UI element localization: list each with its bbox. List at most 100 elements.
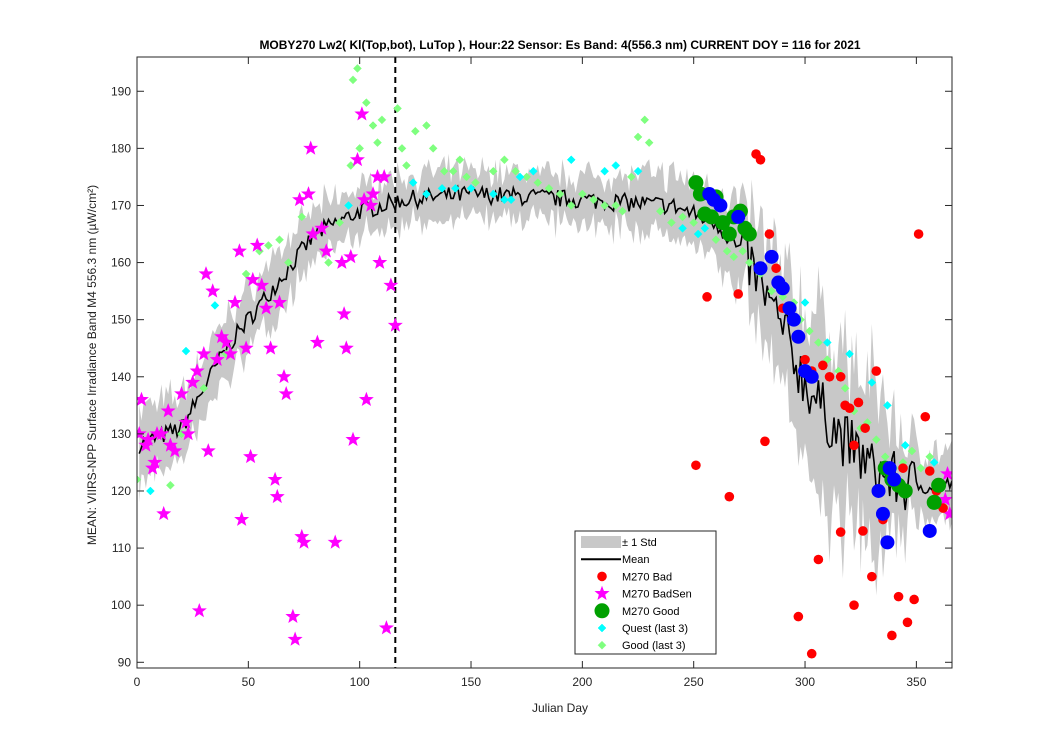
bad-point xyxy=(824,371,835,382)
good-last3-point xyxy=(377,115,387,125)
bad-point xyxy=(691,460,701,471)
y-tick-label: 170 xyxy=(111,198,131,212)
good-last3-point xyxy=(241,269,251,279)
good-last3-point xyxy=(348,75,358,85)
good-last3-point xyxy=(166,480,175,490)
good-last3-point xyxy=(555,189,565,199)
bad-point xyxy=(755,154,766,165)
badsen-point xyxy=(137,391,149,406)
badsen-point xyxy=(231,243,247,258)
good-last3-point xyxy=(488,166,498,176)
bad-point xyxy=(853,397,864,408)
badsen-point xyxy=(223,346,239,361)
badsen-point xyxy=(153,426,170,441)
good-blue-point xyxy=(786,312,801,327)
good-blue-point xyxy=(775,281,790,296)
legend-good-swatch xyxy=(594,603,610,619)
x-tick-label: 150 xyxy=(461,675,481,689)
y-tick-label: 190 xyxy=(111,84,131,98)
badsen-point xyxy=(358,391,374,406)
quest-point xyxy=(700,223,710,233)
good-last3-point xyxy=(722,246,732,256)
bad-point xyxy=(893,591,904,602)
badsen-point xyxy=(343,249,359,264)
badsen-point xyxy=(196,346,212,361)
badsen-point xyxy=(185,374,201,389)
quest-point xyxy=(822,338,832,347)
x-tick-label: 100 xyxy=(350,675,370,689)
bad-point xyxy=(813,554,824,565)
good-last3-point xyxy=(428,144,438,153)
good-last3-point xyxy=(368,121,378,130)
good-last3-point xyxy=(871,435,881,444)
good-last3-point xyxy=(600,201,609,210)
x-tick-label: 50 xyxy=(242,675,256,689)
legend-label: M270 BadSen xyxy=(622,589,692,601)
badsen-point xyxy=(937,491,952,506)
quest-point xyxy=(883,400,892,410)
badsen-point xyxy=(345,431,361,447)
good-blue-point xyxy=(753,261,768,276)
good-last3-point xyxy=(500,155,509,165)
badsen-point xyxy=(349,151,365,167)
good-last3-point xyxy=(471,178,480,187)
plot-border xyxy=(136,56,953,669)
good-blue-point xyxy=(764,249,779,264)
good-last3-point xyxy=(544,183,554,193)
good-last3-point xyxy=(462,172,471,182)
chart-title: MOBY270 Lw2( Kl(Top,bot), LuTop ), Hour:… xyxy=(259,38,860,52)
quest-point xyxy=(845,349,854,359)
badsen-point xyxy=(189,363,205,378)
good-last3-point xyxy=(448,166,458,176)
good-last3-point xyxy=(678,212,687,222)
quest-point xyxy=(146,486,155,496)
good-last3-point xyxy=(397,144,407,153)
legend-bad-swatch xyxy=(597,571,607,582)
bad-point xyxy=(702,292,712,302)
badsen-point xyxy=(227,294,243,309)
good-point xyxy=(897,483,913,499)
good-last3-point xyxy=(533,178,543,187)
bad-point xyxy=(771,263,781,274)
badsen-point xyxy=(272,294,288,309)
good-last3-point xyxy=(655,206,665,216)
good-last3-point xyxy=(738,246,748,256)
quest-point xyxy=(633,166,643,176)
good-blue-point xyxy=(871,483,886,498)
bad-point xyxy=(858,526,868,536)
good-point xyxy=(715,215,731,231)
good-last3-point xyxy=(711,235,721,245)
quest-point xyxy=(181,346,191,356)
bad-point xyxy=(760,436,770,447)
good-last3-point xyxy=(805,326,814,336)
good-blue-point xyxy=(791,329,806,344)
badsen-point xyxy=(303,140,319,155)
badsen-point xyxy=(209,351,225,366)
good-last3-point xyxy=(324,258,333,267)
badsen-point xyxy=(300,186,316,201)
badsen-point xyxy=(376,169,392,184)
quest-point xyxy=(600,166,609,176)
bad-point xyxy=(844,403,855,413)
bad-point xyxy=(871,366,882,376)
badsen-point xyxy=(383,277,399,292)
legend-label: M270 Good xyxy=(622,606,679,618)
good-last3-point xyxy=(667,218,676,227)
good-blue-point xyxy=(804,369,819,384)
quest-point xyxy=(422,189,431,199)
badsen-point xyxy=(336,306,352,321)
quest-point xyxy=(693,229,703,239)
good-last3-point xyxy=(907,446,917,456)
badsen-point xyxy=(365,186,381,201)
badsen-point xyxy=(234,511,250,526)
good-point xyxy=(721,226,737,242)
x-tick-label: 350 xyxy=(906,675,926,689)
badsen-point xyxy=(309,334,325,349)
good-last3-point xyxy=(633,132,643,142)
y-tick-label: 130 xyxy=(111,427,131,441)
good-last3-point xyxy=(745,258,754,267)
bad-point xyxy=(849,600,859,610)
badsen-point xyxy=(285,608,301,624)
badsen-point xyxy=(276,368,292,384)
good-last3-point xyxy=(916,463,926,473)
